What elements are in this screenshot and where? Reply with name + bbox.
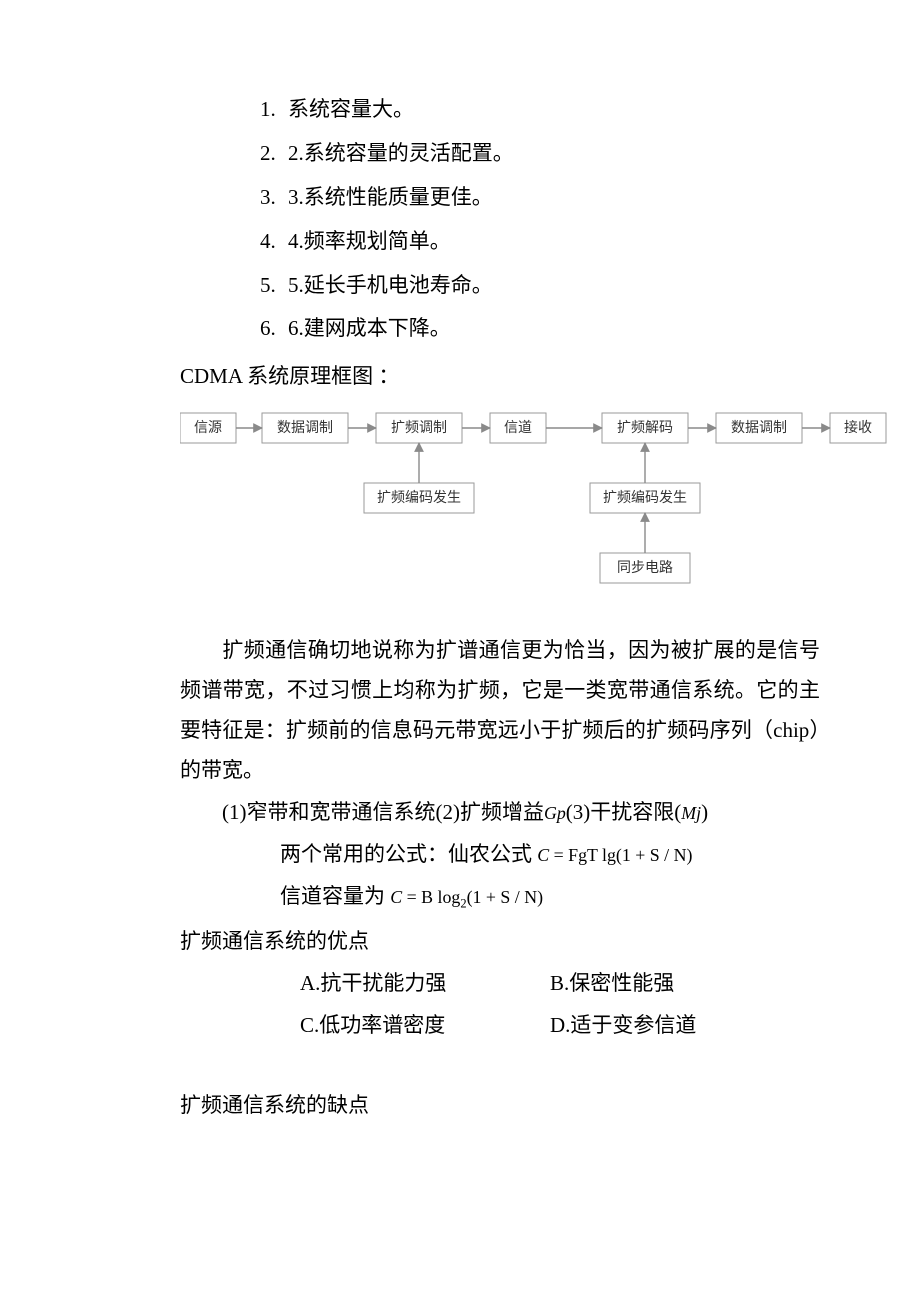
subs-text-1: (1)窄带和宽带通信系统(2)扩频增益 <box>222 800 544 824</box>
list-item-num: 4. <box>260 222 288 262</box>
list-item-text: 系统容量大。 <box>288 90 414 130</box>
subs-text-2: (3)干扰容限( <box>566 800 681 824</box>
subs-gp: Gp <box>544 803 566 823</box>
numbered-list: 1. 系统容量大。 2. 2.系统容量的灵活配置。 3. 3.系统性能质量更佳。… <box>260 90 850 349</box>
body-paragraph: 扩频通信确切地说称为扩谱通信更为恰当，因为被扩展的是信号频谱带宽，不过习惯上均称… <box>180 631 820 791</box>
formula1-expr: C = FgT lg(1 + S / N) <box>537 845 692 865</box>
list-item: 3. 3.系统性能质量更佳。 <box>260 178 850 218</box>
formula2-expr: C = B log2(1 + S / N) <box>390 887 543 907</box>
list-item: 2. 2.系统容量的灵活配置。 <box>260 134 850 174</box>
subs-mj: Mj <box>681 803 701 823</box>
advantages-title: 扩频通信系统的优点 <box>180 922 850 962</box>
list-item-num: 3. <box>260 178 288 218</box>
svg-text:扩频调制: 扩频调制 <box>391 420 447 436</box>
svg-text:扩频编码发生: 扩频编码发生 <box>603 490 687 506</box>
subs-text-3: ) <box>701 800 708 824</box>
page-root: 1. 系统容量大。 2. 2.系统容量的灵活配置。 3. 3.系统性能质量更佳。… <box>0 0 920 1186</box>
list-item-num: 1. <box>260 90 288 130</box>
advantage-b: B.保密性能强 <box>550 964 800 1004</box>
svg-text:信源: 信源 <box>194 420 222 436</box>
advantage-a: A.抗干扰能力强 <box>300 964 550 1004</box>
list-item-text: 5.延长手机电池寿命。 <box>288 266 493 306</box>
advantages-row-1: A.抗干扰能力强 B.保密性能强 <box>300 964 850 1004</box>
list-item-text: 6.建网成本下降。 <box>288 309 451 349</box>
list-item-text: 4.频率规划简单。 <box>288 222 451 262</box>
list-item: 6. 6.建网成本下降。 <box>260 309 850 349</box>
formula1-prefix: 两个常用的公式：仙农公式 <box>280 842 532 866</box>
body-paragraph-text: 扩频通信确切地说称为扩谱通信更为恰当，因为被扩展的是信号频谱带宽，不过习惯上均称… <box>180 638 820 782</box>
capacity-formula-line: 信道容量为 C = B log2(1 + S / N) <box>280 877 850 917</box>
disadvantages-title: 扩频通信系统的缺点 <box>180 1086 850 1126</box>
list-item: 5. 5.延长手机电池寿命。 <box>260 266 850 306</box>
svg-text:数据调制: 数据调制 <box>731 420 787 436</box>
formula2-prefix: 信道容量为 <box>280 884 385 908</box>
svg-text:接收: 接收 <box>844 419 872 436</box>
svg-text:扩频解码: 扩频解码 <box>617 420 673 436</box>
cdma-diagram-svg: 信源数据调制扩频调制信道扩频解码数据调制接收扩频编码发生扩频编码发生同步电路 <box>180 403 920 603</box>
list-item-num: 5. <box>260 266 288 306</box>
list-item: 4. 4.频率规划简单。 <box>260 222 850 262</box>
advantage-c: C.低功率谱密度 <box>300 1006 550 1046</box>
list-item: 1. 系统容量大。 <box>260 90 850 130</box>
cdma-diagram-title: CDMA 系统原理框图 ： <box>180 357 850 397</box>
list-item-num: 6. <box>260 309 288 349</box>
svg-text:同步电路: 同步电路 <box>617 560 673 576</box>
svg-text:信道: 信道 <box>504 420 532 436</box>
list-item-text: 2.系统容量的灵活配置。 <box>288 134 514 174</box>
svg-text:数据调制: 数据调制 <box>277 420 333 436</box>
cdma-diagram: 信源数据调制扩频调制信道扩频解码数据调制接收扩频编码发生扩频编码发生同步电路 <box>180 403 840 603</box>
advantages-row-2: C.低功率谱密度 D.适于变参信道 <box>300 1006 850 1046</box>
subsections-line: (1)窄带和宽带通信系统(2)扩频增益Gp(3)干扰容限(Mj) <box>222 793 850 833</box>
advantage-d: D.适于变参信道 <box>550 1006 800 1046</box>
list-item-text: 3.系统性能质量更佳。 <box>288 178 493 218</box>
list-item-num: 2. <box>260 134 288 174</box>
shannon-formula-line: 两个常用的公式：仙农公式 C = FgT lg(1 + S / N) <box>280 835 850 875</box>
svg-text:扩频编码发生: 扩频编码发生 <box>377 490 461 506</box>
